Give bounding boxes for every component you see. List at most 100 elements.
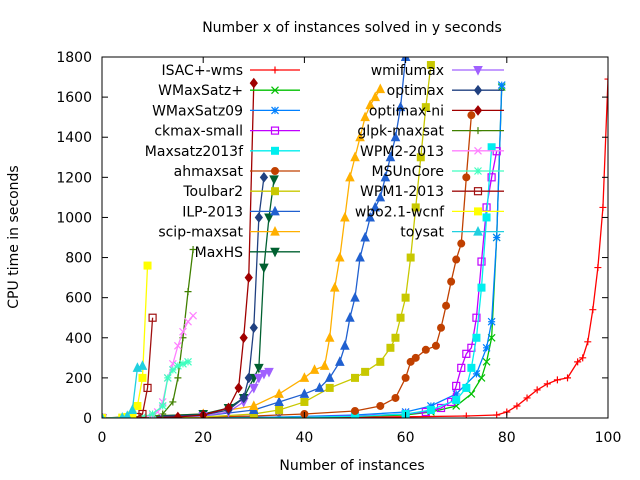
data-point-ilp-2013-4: [299, 388, 310, 398]
data-point-wpm1-2013-4: [143, 383, 152, 393]
data-point-scip-maxsat-15: [365, 99, 375, 110]
series-line-ilp-2013: [102, 57, 407, 418]
data-point-wpm2-2013-10: [189, 311, 198, 320]
legend-marker: [270, 205, 280, 216]
data-point-glpk-maxsat-4: [174, 374, 182, 382]
legend-entry-wmaxsatz09: WMaxSatz09: [152, 103, 300, 119]
data-point-wmifumax-7: [264, 367, 274, 378]
data-point-wmifumax-5: [254, 373, 264, 384]
legend-entry-wmifumax: wmifumax: [371, 63, 504, 79]
data-point-maxsatz2013f-6: [462, 383, 471, 392]
series-line-isac-wms: [102, 79, 608, 418]
data-point-toulbar2-8: [376, 357, 385, 366]
data-point-msuncore-5: [168, 365, 177, 374]
data-point-maxhs-5: [254, 363, 264, 374]
legend-label: ISAC+-wms: [161, 63, 243, 79]
legend-marker: [473, 187, 483, 196]
data-point-ckmax-small-11: [472, 313, 481, 322]
data-point-optimax-3: [239, 392, 248, 404]
data-point-optimax-ni-8: [249, 77, 258, 89]
data-point-optimax-ni-7: [244, 272, 253, 283]
legend-entry-glpk-maxsat: glpk-maxsat: [357, 124, 504, 140]
data-point-isac-wms-4: [462, 412, 470, 418]
legend-label: MSUnCore: [372, 164, 445, 180]
data-point-isac-wms-10: [543, 380, 551, 388]
data-point-ahmaxsat-9: [406, 357, 415, 366]
legend-entry-isac-wms: ISAC+-wms: [161, 63, 300, 79]
legend-marker: [474, 146, 482, 155]
legend-entry-maxsatz2013f: Maxsatz2013f: [145, 144, 300, 160]
data-point-wpm2-2013-7: [173, 341, 182, 350]
data-point-isac-wms-14: [579, 354, 587, 362]
data-point-ilp-2013-13: [365, 211, 375, 222]
legend-entry-maxhs: MaxHS: [195, 245, 300, 261]
x-tick-label: 80: [498, 430, 516, 446]
legend-marker: [271, 167, 279, 175]
data-point-wpm1-2013-3: [138, 409, 147, 418]
legend-marker: [474, 127, 482, 135]
data-point-wmaxsatz09-5: [452, 390, 461, 398]
data-point-wmaxsatz09-9: [492, 233, 501, 242]
data-point-ilp-2013-15: [375, 191, 386, 202]
data-point-ahmaxsat-15: [447, 277, 456, 286]
series-layer: [102, 57, 608, 418]
y-tick-label: 1600: [56, 90, 92, 106]
data-point-isac-wms-8: [523, 394, 531, 402]
legend-entry-ckmax-small: ckmax-small: [154, 124, 300, 140]
series-line-maxsatz2013f: [102, 147, 493, 418]
data-point-scip-maxsat-12: [350, 151, 360, 162]
data-point-scip-maxsat-4: [299, 372, 310, 382]
data-point-wmaxsatz09-10: [497, 81, 506, 90]
data-point-isac-wms-5: [493, 411, 501, 418]
axes-layer: 0 20 40 60 80 1000200400600800100012001400160…: [56, 50, 621, 446]
data-point-maxhs-8: [269, 175, 279, 185]
legend-marker: [473, 84, 483, 96]
legend-entry-toysat: toysat: [400, 225, 504, 241]
data-point-toysat-2: [123, 410, 132, 418]
legend-entry-scip-maxsat: scip-maxsat: [158, 225, 300, 241]
data-point-optimax-4: [244, 372, 253, 384]
data-point-maxsatz2013f-11: [487, 143, 496, 152]
data-point-msuncore-2: [148, 410, 157, 418]
legend-marker: [474, 167, 482, 175]
data-point-toulbar2-15: [416, 153, 425, 162]
data-point-glpk-maxsat-6: [184, 288, 192, 296]
legend-label: WMaxSatz09: [152, 103, 243, 119]
data-point-maxsatz2013f-4: [426, 405, 435, 414]
data-point-ahmaxsat-12: [431, 341, 440, 350]
data-point-scip-maxsat-14: [360, 111, 370, 122]
data-point-wpm1-2013-5: [148, 313, 157, 322]
data-point-msuncore-6: [173, 361, 182, 370]
data-point-isac-wms-7: [513, 402, 521, 410]
data-point-wmaxsatz09-6: [472, 369, 481, 378]
data-point-optimax-6: [254, 212, 263, 223]
data-point-isac-wms-13: [574, 358, 582, 366]
data-point-toulbar2-11: [396, 313, 405, 322]
data-point-isac-wms-9: [533, 386, 541, 394]
data-point-optimax-ni-5: [234, 382, 243, 394]
data-point-toulbar2-5: [325, 383, 334, 392]
data-point-isac-wms-19: [604, 75, 608, 83]
data-point-toulbar2-17: [426, 61, 435, 70]
legend-marker: [473, 225, 483, 236]
legend-label: ckmax-small: [154, 124, 243, 140]
data-point-ilp-2013-8: [340, 340, 350, 350]
legend-marker: [271, 106, 279, 115]
y-tick-label: 1800: [56, 50, 92, 66]
legend-marker: [270, 225, 280, 236]
data-point-ilp-2013-16: [380, 171, 391, 182]
series-line-toysat: [102, 365, 143, 418]
data-point-ahmaxsat-6: [376, 401, 385, 410]
data-point-maxsatz2013f-5: [452, 395, 461, 404]
legend-marker: [473, 105, 483, 116]
legend-label: MaxHS: [195, 245, 243, 261]
data-point-wmifumax-6: [259, 369, 269, 380]
legend-marker: [271, 187, 279, 196]
data-point-glpk-maxsat-3: [169, 398, 177, 406]
legend-label: WPM1-2013: [360, 184, 444, 200]
legend-marker: [270, 247, 280, 258]
data-point-scip-maxsat-5: [309, 364, 320, 374]
legend-marker: [271, 86, 279, 95]
data-point-ilp-2013-7: [335, 356, 345, 366]
